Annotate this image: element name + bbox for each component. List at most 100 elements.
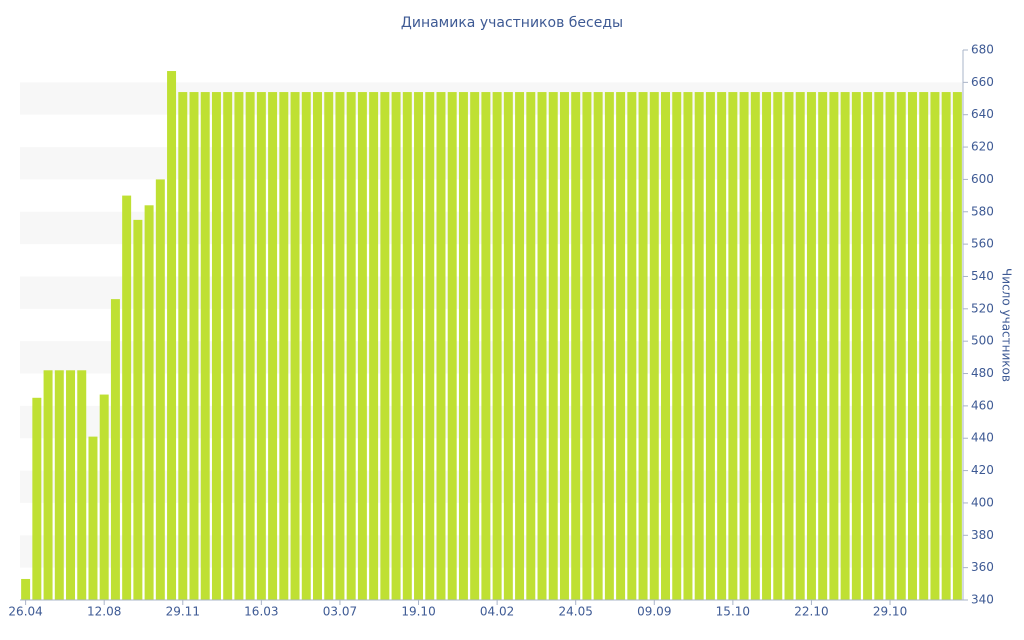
bar bbox=[885, 92, 895, 600]
bar bbox=[211, 92, 221, 600]
x-tick-label: 19.10 bbox=[401, 605, 435, 619]
bar bbox=[21, 578, 31, 600]
bar bbox=[279, 92, 289, 600]
y-tick-label: 440 bbox=[971, 431, 994, 445]
bar bbox=[369, 92, 379, 600]
bar bbox=[515, 92, 525, 600]
y-tick-label: 380 bbox=[971, 528, 994, 542]
bar bbox=[717, 92, 727, 600]
x-tick-label: 22.10 bbox=[794, 605, 828, 619]
bar bbox=[672, 92, 682, 600]
bar bbox=[829, 92, 839, 600]
bar bbox=[77, 370, 87, 600]
bar bbox=[762, 92, 772, 600]
y-tick-label: 460 bbox=[971, 398, 994, 412]
bar bbox=[200, 92, 210, 600]
bar bbox=[54, 370, 64, 600]
bar bbox=[43, 370, 53, 600]
bar bbox=[683, 92, 693, 600]
bar bbox=[335, 92, 345, 600]
bar bbox=[851, 92, 861, 600]
x-tick-label: 16.03 bbox=[244, 605, 278, 619]
bar bbox=[133, 219, 143, 600]
bar bbox=[492, 92, 502, 600]
bar bbox=[604, 92, 614, 600]
background-band bbox=[20, 211, 963, 245]
bar bbox=[818, 92, 828, 600]
y-tick-label: 600 bbox=[971, 172, 994, 186]
bar bbox=[941, 92, 951, 600]
bar bbox=[99, 394, 109, 600]
bar bbox=[907, 92, 917, 600]
bar bbox=[952, 92, 962, 600]
y-tick-label: 640 bbox=[971, 107, 994, 121]
bar bbox=[503, 92, 513, 600]
bar bbox=[571, 92, 581, 600]
bar bbox=[301, 92, 311, 600]
y-tick-label: 540 bbox=[971, 269, 994, 283]
bar bbox=[470, 92, 480, 600]
y-tick-label: 620 bbox=[971, 140, 994, 154]
bar bbox=[593, 92, 603, 600]
bar bbox=[739, 92, 749, 600]
y-tick-label: 520 bbox=[971, 301, 994, 315]
y-tick-label: 340 bbox=[971, 593, 994, 607]
bar bbox=[245, 92, 255, 600]
bar bbox=[795, 92, 805, 600]
bar bbox=[66, 370, 76, 600]
bar bbox=[863, 92, 873, 600]
bar bbox=[537, 92, 547, 600]
bar bbox=[223, 92, 233, 600]
x-tick-label: 29.10 bbox=[873, 605, 907, 619]
y-axis-title: Число участников bbox=[1000, 268, 1014, 382]
bar bbox=[582, 92, 592, 600]
bar bbox=[122, 195, 132, 600]
bar bbox=[447, 92, 457, 600]
background-band bbox=[20, 405, 963, 439]
bar bbox=[548, 92, 558, 600]
bar bbox=[919, 92, 929, 600]
bar bbox=[750, 92, 760, 600]
y-tick-label: 400 bbox=[971, 495, 994, 509]
x-tick-label: 12.08 bbox=[87, 605, 121, 619]
bar bbox=[380, 92, 390, 600]
bar bbox=[313, 92, 322, 600]
bar bbox=[256, 92, 266, 600]
y-tick-label: 500 bbox=[971, 334, 994, 348]
y-tick-label: 580 bbox=[971, 204, 994, 218]
background-band bbox=[20, 470, 963, 503]
bar bbox=[705, 92, 715, 600]
bar bbox=[627, 92, 637, 600]
x-tick-label: 03.07 bbox=[323, 605, 357, 619]
bar bbox=[694, 92, 704, 600]
bar bbox=[616, 92, 626, 600]
bar bbox=[167, 71, 177, 600]
x-tick-label: 29.11 bbox=[166, 605, 200, 619]
bar bbox=[840, 92, 850, 600]
background-band bbox=[20, 276, 963, 309]
bar bbox=[234, 92, 244, 600]
x-tick-label: 15.10 bbox=[716, 605, 750, 619]
bar bbox=[930, 92, 940, 600]
bar bbox=[414, 92, 424, 600]
bar bbox=[638, 92, 648, 600]
bar bbox=[773, 92, 783, 600]
background-band bbox=[20, 341, 963, 374]
x-tick-label: 26.04 bbox=[8, 605, 42, 619]
y-tick-label: 360 bbox=[971, 560, 994, 574]
bar bbox=[268, 92, 278, 600]
bar bbox=[649, 92, 659, 600]
bar bbox=[402, 92, 412, 600]
bar bbox=[88, 436, 98, 600]
bar bbox=[155, 179, 165, 601]
bar bbox=[32, 397, 42, 600]
background-band bbox=[20, 535, 963, 568]
chart-title: Динамика участников беседы bbox=[401, 15, 623, 31]
bar bbox=[110, 299, 120, 600]
y-tick-label: 480 bbox=[971, 366, 994, 380]
bar bbox=[346, 92, 356, 600]
bar bbox=[357, 92, 367, 600]
y-tick-label: 660 bbox=[971, 75, 994, 89]
